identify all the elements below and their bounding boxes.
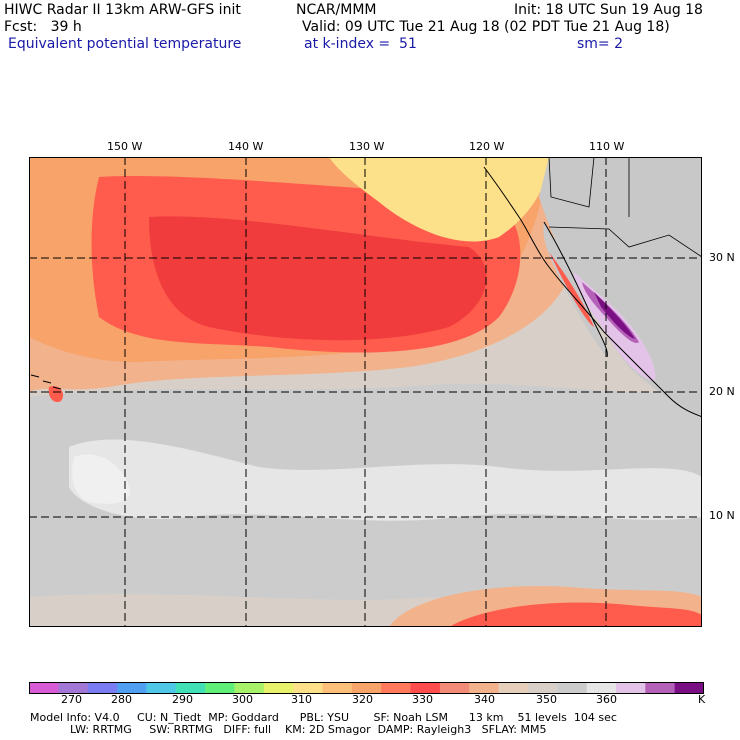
coastline <box>483 166 702 418</box>
field-name: Equivalent potential temperature <box>8 36 242 52</box>
smoothing-label: sm= 2 <box>577 36 624 52</box>
physics-info-line: LW: RRTMG SW: RRTMG DIFF: full KM: 2D Sm… <box>70 723 547 736</box>
sierra-madre-dark-purple <box>594 292 635 339</box>
organization-label: NCAR/MMM <box>296 2 377 18</box>
colorbar-tick-300: 300 <box>232 693 253 706</box>
init-time: Init: 18 UTC Sun 19 Aug 18 <box>514 2 703 18</box>
colorbar-swatch <box>645 682 676 694</box>
colorbar-tick-280: 280 <box>111 693 132 706</box>
colorbar-unit: K <box>698 693 706 706</box>
lon-label-130w: 130 W <box>349 140 385 153</box>
colorbar-swatch <box>557 682 588 694</box>
hotter-red-core <box>149 216 487 341</box>
colorbar-tick-350: 350 <box>536 693 557 706</box>
colorbar-swatch <box>146 682 177 694</box>
colorbar-tick-290: 290 <box>172 693 193 706</box>
colorbar-swatch <box>674 682 704 694</box>
colorbar-frame <box>29 682 704 694</box>
colorbar-swatch <box>87 682 118 694</box>
colorbar-tick-270: 270 <box>61 693 82 706</box>
colorbar-swatch <box>381 682 412 694</box>
map-frame <box>29 157 702 627</box>
colorbar-swatch <box>293 682 323 694</box>
colorbar-swatch <box>234 682 265 694</box>
lat-label-20n: 20 N <box>709 385 735 398</box>
colorbar-tick-360: 360 <box>596 693 617 706</box>
colorbar-swatch <box>615 682 646 694</box>
lon-label-120w: 120 W <box>469 140 505 153</box>
colorbar-swatch <box>498 682 529 694</box>
north-america-land <box>539 157 702 417</box>
model-title: HIWC Radar II 13km ARW-GFS init <box>4 2 241 18</box>
model-info-line: Model Info: V4.0 CU: N_Tiedt MP: Goddard… <box>30 711 617 724</box>
us-state-border <box>548 226 702 258</box>
colorbar-swatch <box>263 682 294 694</box>
colorbar-swatch <box>58 682 89 694</box>
lon-label-140w: 140 W <box>228 140 264 153</box>
colorbar-tick-320: 320 <box>352 693 373 706</box>
colorbar-tick-330: 330 <box>412 693 433 706</box>
southern-hot-band <box>449 602 702 627</box>
lon-label-150w: 150 W <box>107 140 143 153</box>
colorbar-swatch <box>117 682 147 694</box>
tropical-light-patch <box>69 439 702 521</box>
theta-e-map <box>29 157 702 627</box>
colorbar-swatch <box>322 682 353 694</box>
colorbar-swatch <box>351 682 382 694</box>
lon-label-110w: 110 W <box>589 140 625 153</box>
colorbar-swatch <box>439 682 470 694</box>
colorbar <box>29 682 704 694</box>
northern-yellow <box>329 157 549 242</box>
colorbar-swatch <box>175 682 206 694</box>
colorbar-swatch <box>410 682 441 694</box>
colorbar-swatch <box>586 682 617 694</box>
colorbar-tick-340: 340 <box>474 693 495 706</box>
valid-time: Valid: 09 UTC Tue 21 Aug 18 (02 PDT Tue … <box>302 19 670 35</box>
lat-label-30n: 30 N <box>709 251 735 264</box>
forecast-hour: Fcst: 39 h <box>4 19 82 35</box>
colorbar-swatch <box>469 682 500 694</box>
colorbar-swatch <box>29 682 59 694</box>
hawaii-hot-spot <box>48 386 64 403</box>
lat-lon-grid <box>29 157 702 627</box>
lat-label-10n: 10 N <box>709 509 735 522</box>
gulf-california-red <box>549 252 594 327</box>
baja-coastline <box>543 221 608 358</box>
hawaii-outline <box>30 374 62 390</box>
colorbar-swatch <box>205 682 235 694</box>
tropical-white-patch <box>72 454 130 504</box>
state-border-2 <box>548 157 595 208</box>
colorbar-swatch <box>527 682 558 694</box>
level-label: at k-index = 51 <box>304 36 417 52</box>
colorbar-tick-310: 310 <box>291 693 312 706</box>
